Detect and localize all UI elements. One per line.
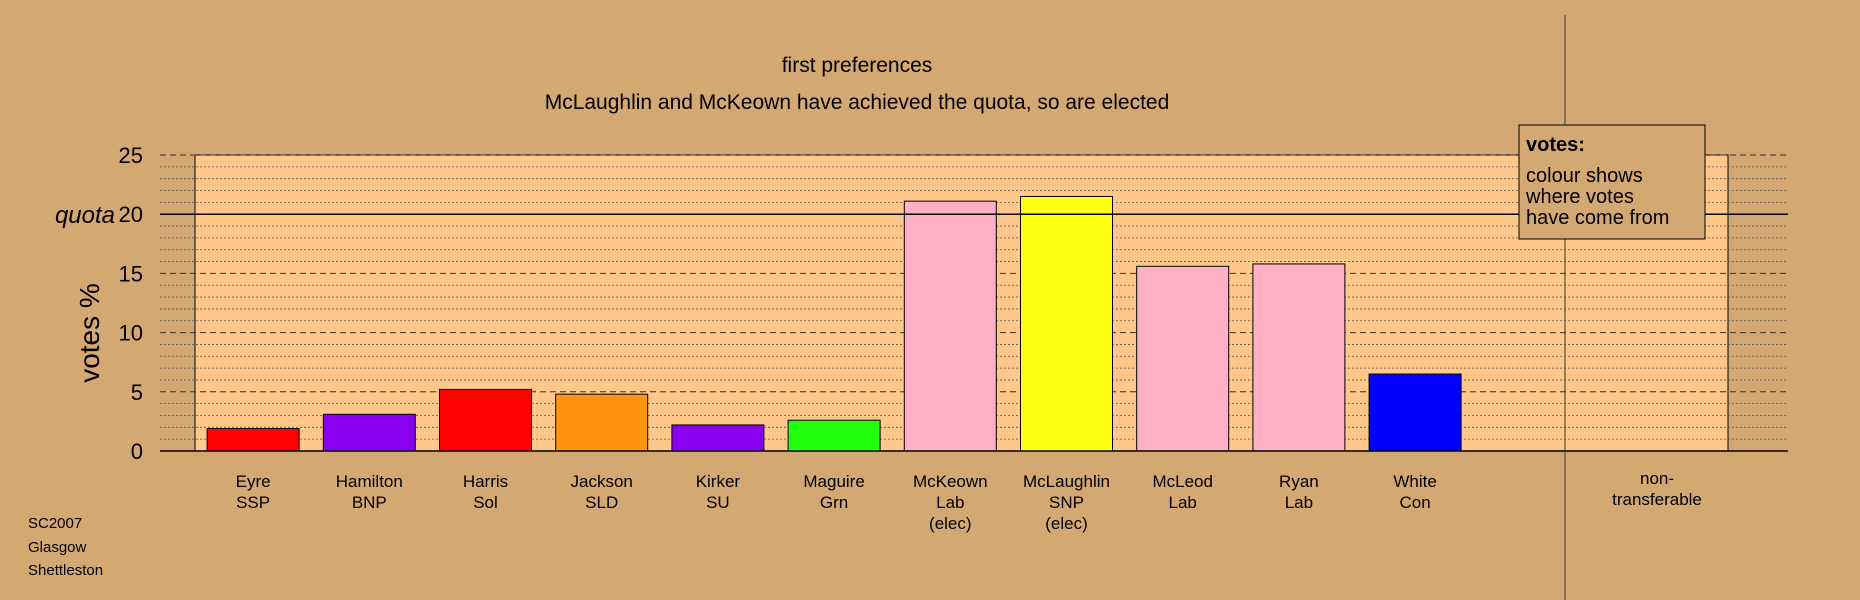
category-label: McLaughlin SNP (elec) [1023,472,1110,533]
category-label-line: Ryan [1279,472,1319,491]
bar [903,200,997,452]
category-label-line: McLeod [1152,472,1212,491]
y-tick-label: 25 [119,143,143,168]
bar [439,388,532,452]
category-labels: Eyre SSP Hamilton BNP Harris Sol Jackson SLD Kir… [236,469,1702,533]
legend-line: colour shows [1526,165,1643,187]
category-label-line: SLD [585,493,618,512]
category-label-line: Lab [1169,493,1197,512]
category-label: Hamilton BNP [336,472,403,512]
legend-line: where votes [1525,186,1634,208]
nontransferable-label: non-transferable [1612,469,1702,509]
nontransferable-label-line: non- [1640,469,1674,488]
bar [787,419,881,452]
axes: quota 0 5 10 15 20 25 [55,15,1788,600]
category-label-line: Lab [1285,493,1313,512]
bars [206,195,1462,452]
nontransferable-label-line: transferable [1612,490,1702,509]
category-label: Ryan Lab [1279,472,1319,512]
category-label-line: (elec) [1045,514,1088,533]
category-label: Kirker SU [696,472,741,512]
category-label-line: Maguire [803,472,864,491]
footer-line: Glasgow [28,539,87,556]
bar [1252,263,1346,452]
footer-line: SC2007 [28,515,82,532]
bar [1136,265,1230,452]
category-label: Jackson SLD [571,472,633,512]
chart-subtitle: McLaughlin and McKeown have achieved the… [545,91,1170,114]
y-axis-label: votes % [74,283,105,383]
footer-line: Shettleston [28,562,103,579]
bar [1368,373,1462,452]
y-tick-label: 15 [119,261,143,286]
category-label: Maguire Grn [803,472,864,512]
category-label: Eyre SSP [236,472,271,512]
category-label: McLeod Lab [1152,472,1212,512]
category-label-line: SNP [1049,493,1084,512]
category-label-line: Hamilton [336,472,403,491]
category-label-line: McLaughlin [1023,472,1110,491]
category-label-line: Sol [473,493,498,512]
y-tick-label: 20 [119,202,143,227]
category-label: Harris Sol [463,472,508,512]
legend-box: votes: colour shows where votes have com… [1518,124,1706,240]
quota-label: quota [55,202,115,229]
category-label-line: Lab [936,493,964,512]
category-label-line: Con [1400,493,1431,512]
bar [671,424,765,452]
category-label-line: Eyre [236,472,271,491]
bar [1020,195,1113,452]
category-label: McKeown Lab (elec) [913,472,988,533]
bar [322,413,416,452]
category-label-line: Harris [463,472,508,491]
category-label-line: BNP [352,493,387,512]
category-label-line: (elec) [929,514,972,533]
chart-title: first preferences [782,54,933,77]
y-tick-label: 0 [131,439,143,464]
category-label-line: SSP [236,493,270,512]
category-label-line: Jackson [571,472,633,491]
legend-heading: votes: [1526,134,1585,156]
category-label-line: Kirker [696,472,741,491]
category-label: White Con [1393,472,1436,512]
category-label-line: Grn [820,493,848,512]
bar [555,393,649,452]
y-tick-label: 10 [119,321,143,346]
bar [206,428,300,452]
category-label-line: SU [706,493,730,512]
category-label-line: White [1393,472,1436,491]
y-tick-label: 5 [131,380,143,405]
category-label-line: McKeown [913,472,988,491]
legend-line: have come from [1526,207,1669,229]
